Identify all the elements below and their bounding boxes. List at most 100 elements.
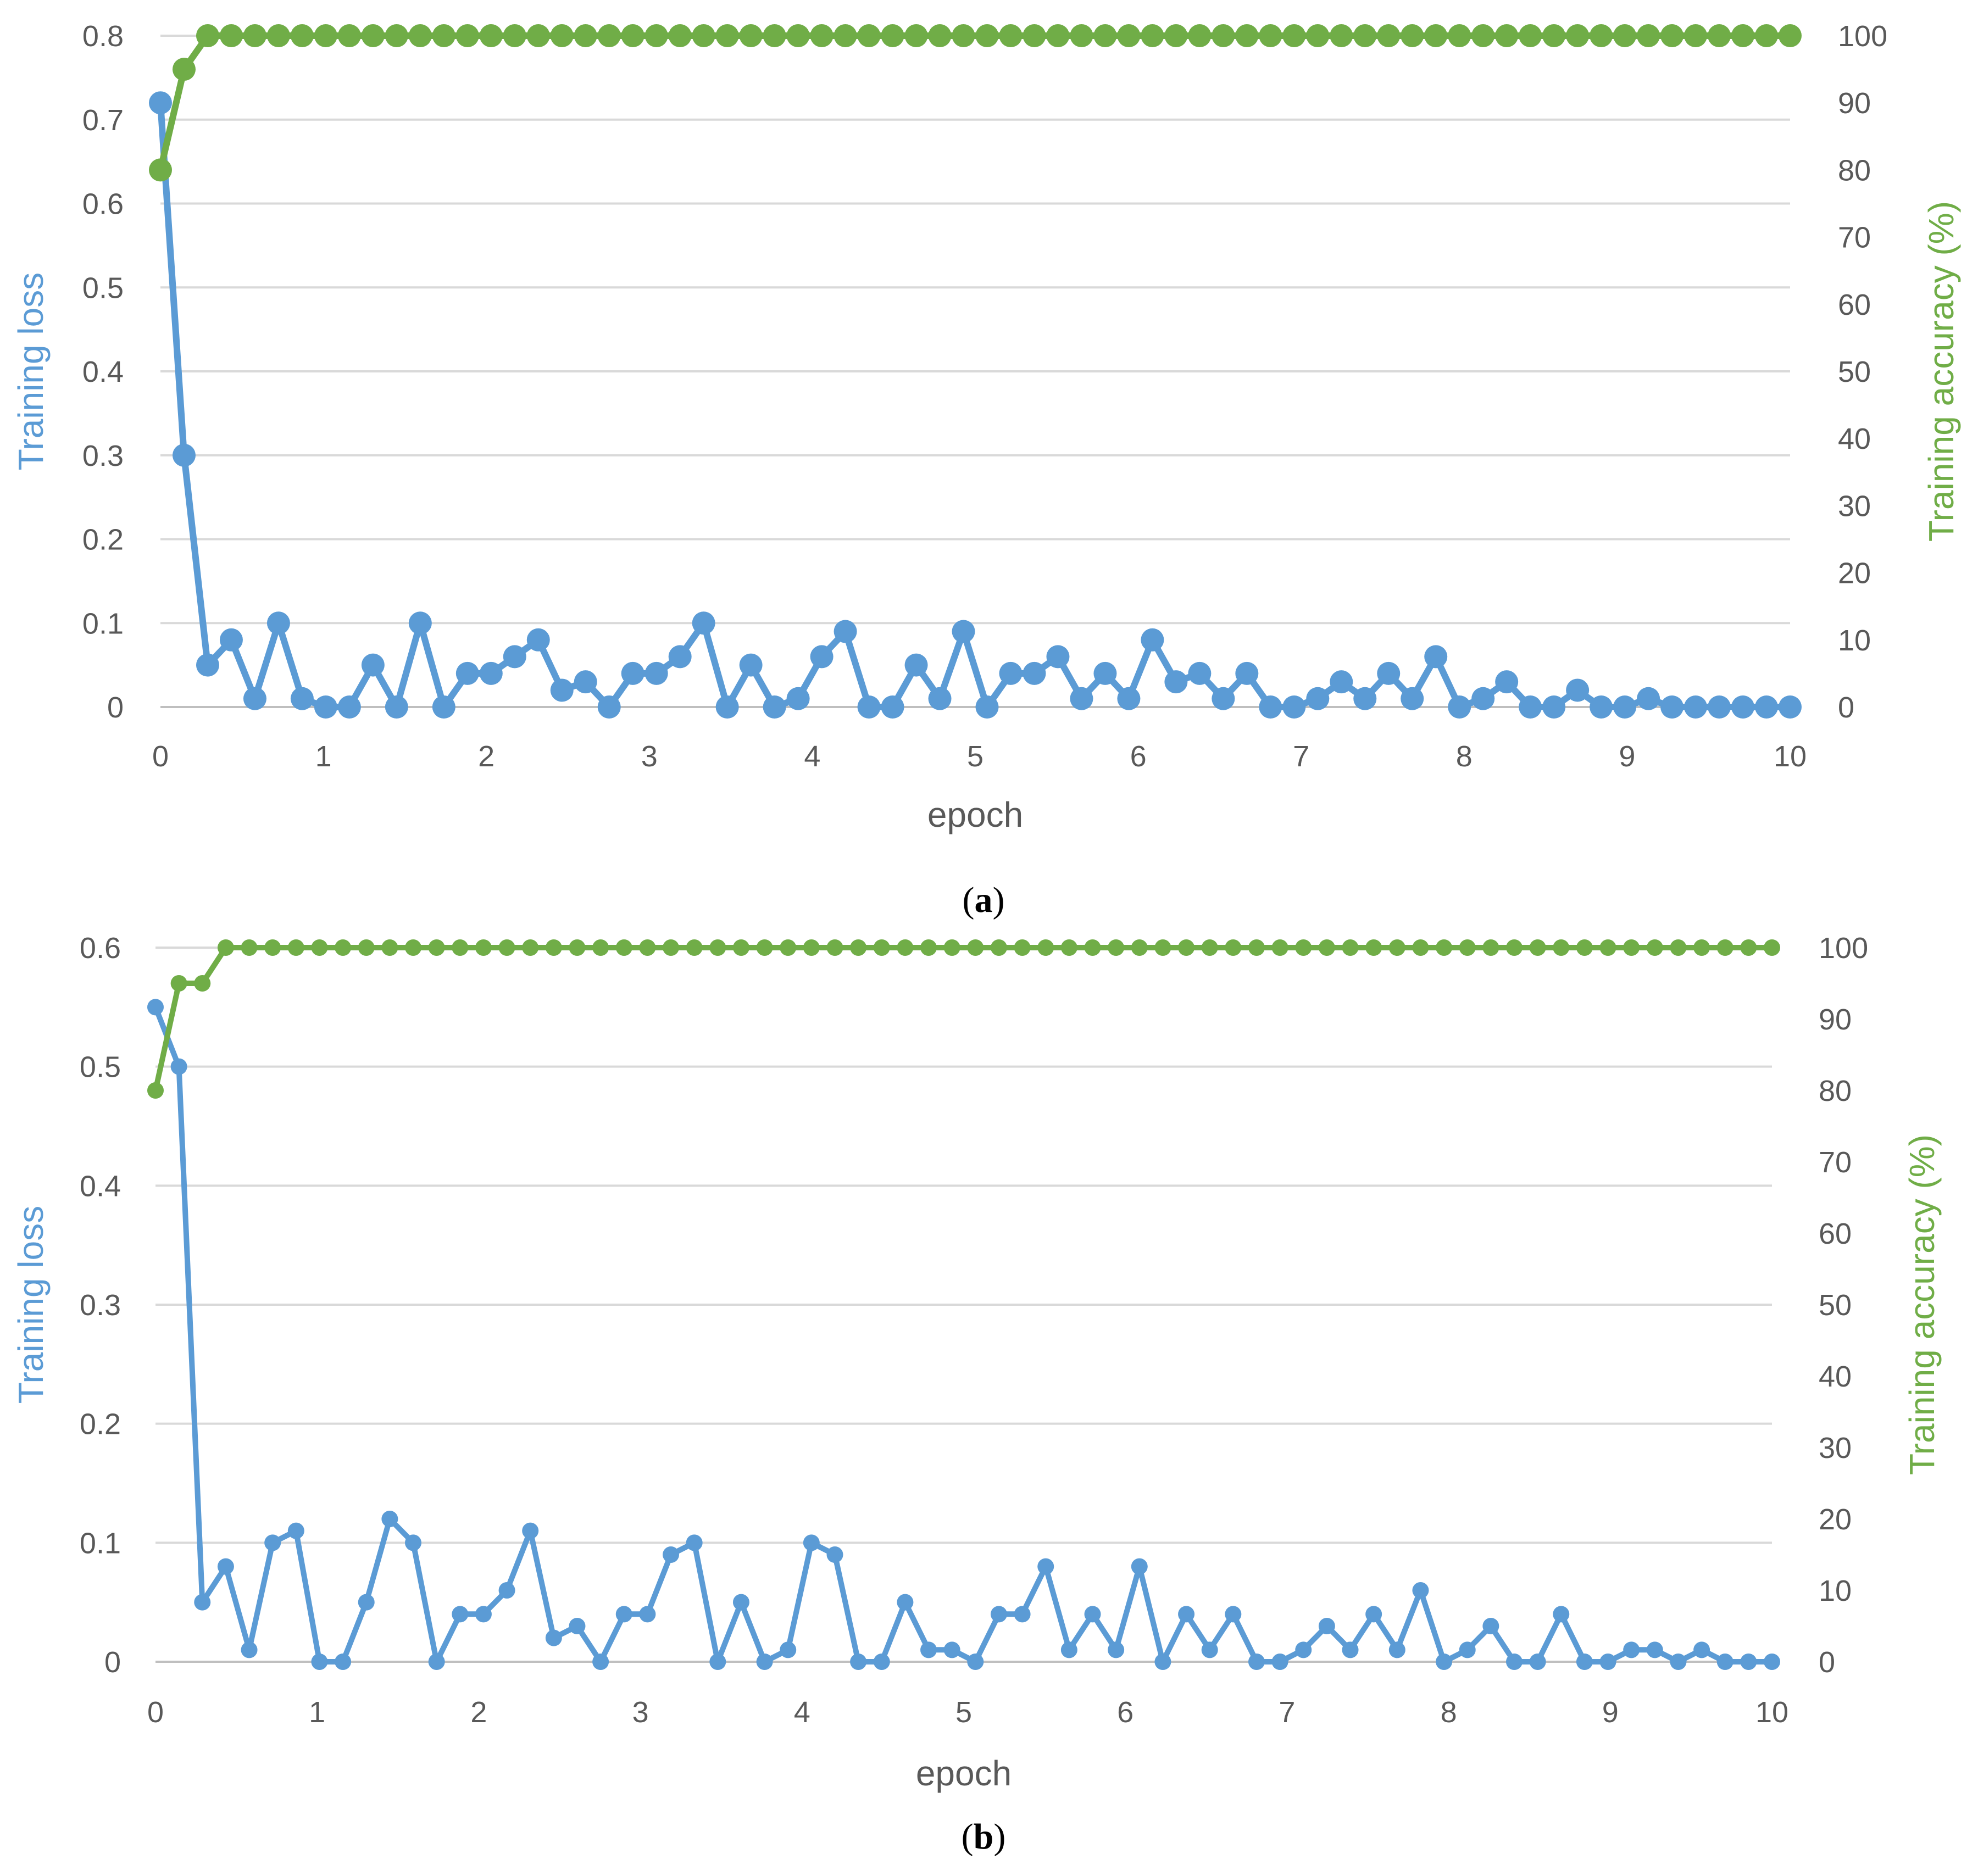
accuracy-series-line bbox=[157, 32, 1790, 171]
loss-data-point bbox=[1330, 670, 1353, 694]
loss-data-point bbox=[358, 1594, 375, 1611]
accuracy-data-point bbox=[475, 939, 492, 956]
loss-data-point bbox=[1295, 1641, 1312, 1658]
x-axis-title: epoch bbox=[916, 1753, 1012, 1793]
loss-data-point bbox=[172, 443, 196, 467]
accuracy-data-point bbox=[1590, 24, 1613, 47]
y2-tick-label: 80 bbox=[1838, 154, 1871, 187]
accuracy-data-point bbox=[569, 939, 586, 956]
loss-data-point bbox=[904, 653, 928, 677]
accuracy-data-point bbox=[1755, 24, 1779, 47]
loss-data-point bbox=[147, 999, 164, 1016]
loss-data-point bbox=[715, 695, 739, 719]
accuracy-data-point bbox=[1353, 24, 1377, 47]
accuracy-data-point bbox=[1495, 24, 1519, 47]
loss-data-point bbox=[574, 670, 597, 694]
loss-data-point bbox=[335, 1654, 352, 1670]
accuracy-data-point bbox=[147, 1082, 164, 1099]
loss-data-point bbox=[873, 1654, 890, 1670]
accuracy-data-point bbox=[503, 24, 526, 47]
accuracy-data-point bbox=[952, 24, 975, 47]
x-tick-label: 8 bbox=[1441, 1696, 1457, 1729]
accuracy-data-point bbox=[170, 975, 187, 992]
loss-data-point bbox=[780, 1641, 797, 1658]
loss-data-point bbox=[999, 661, 1023, 685]
loss-data-point bbox=[1388, 1641, 1405, 1658]
loss-data-point bbox=[385, 695, 408, 719]
accuracy-data-point bbox=[264, 939, 281, 956]
accuracy-data-point bbox=[1708, 24, 1731, 47]
loss-data-point bbox=[1693, 1641, 1710, 1658]
loss-data-point bbox=[1282, 695, 1306, 719]
accuracy-data-point bbox=[1553, 939, 1570, 956]
accuracy-data-point bbox=[756, 939, 773, 956]
loss-data-point bbox=[1365, 1606, 1382, 1623]
accuracy-data-point bbox=[1093, 24, 1117, 47]
loss-data-point bbox=[967, 1654, 984, 1670]
loss-data-point bbox=[1505, 1654, 1523, 1670]
loss-data-point bbox=[1412, 1582, 1429, 1599]
y2-tick-label: 10 bbox=[1819, 1574, 1852, 1607]
accuracy-data-point bbox=[1154, 939, 1171, 956]
y2-tick-label: 30 bbox=[1819, 1432, 1852, 1465]
loss-data-point bbox=[432, 695, 455, 719]
loss-data-point bbox=[1318, 1618, 1335, 1634]
y-tick-label: 0.6 bbox=[82, 188, 124, 221]
loss-data-point bbox=[1495, 670, 1519, 694]
loss-data-point bbox=[1046, 645, 1070, 669]
y-tick-label: 0.7 bbox=[82, 104, 124, 137]
loss-data-point bbox=[243, 687, 266, 710]
loss-data-point bbox=[857, 695, 881, 719]
loss-data-point bbox=[381, 1511, 398, 1527]
loss-data-point bbox=[526, 628, 550, 652]
accuracy-data-point bbox=[337, 24, 361, 47]
accuracy-data-point bbox=[381, 939, 398, 956]
accuracy-data-point bbox=[1482, 939, 1499, 956]
accuracy-data-point bbox=[1235, 24, 1259, 47]
loss-data-point bbox=[1212, 687, 1235, 710]
x-tick-label: 5 bbox=[955, 1696, 972, 1729]
loss-data-point bbox=[1201, 1641, 1218, 1658]
loss-data-point bbox=[503, 645, 526, 669]
y-tick-label: 0.6 bbox=[80, 932, 121, 965]
loss-data-point bbox=[1436, 1654, 1453, 1670]
accuracy-data-point bbox=[1424, 24, 1448, 47]
accuracy-data-point bbox=[574, 24, 597, 47]
accuracy-data-point bbox=[732, 939, 749, 956]
loss-data-point bbox=[732, 1594, 749, 1611]
accuracy-data-point bbox=[1306, 24, 1330, 47]
accuracy-data-point bbox=[686, 939, 703, 956]
accuracy-data-point bbox=[663, 939, 680, 956]
y-axis-title: Training loss bbox=[11, 1206, 51, 1404]
x-tick-label: 5 bbox=[967, 740, 984, 773]
loss-data-point bbox=[1519, 695, 1542, 719]
accuracy-data-point bbox=[361, 24, 385, 47]
x-tick-label: 1 bbox=[309, 1696, 325, 1729]
loss-data-point bbox=[1084, 1606, 1101, 1623]
loss-data-point bbox=[692, 611, 715, 635]
loss-data-point bbox=[990, 1606, 1007, 1623]
accuracy-data-point bbox=[1070, 24, 1093, 47]
accuracy-data-point bbox=[545, 939, 562, 956]
accuracy-data-point bbox=[241, 939, 258, 956]
y2-tick-label: 70 bbox=[1819, 1146, 1852, 1179]
loss-data-point bbox=[1779, 695, 1802, 719]
accuracy-data-point bbox=[1388, 939, 1405, 956]
accuracy-data-point bbox=[897, 939, 914, 956]
accuracy-data-point bbox=[709, 939, 726, 956]
loss-data-point bbox=[1646, 1641, 1663, 1658]
loss-data-point bbox=[668, 645, 692, 669]
loss-data-point bbox=[1401, 687, 1424, 710]
accuracy-data-point bbox=[522, 939, 539, 956]
accuracy-data-point bbox=[1164, 24, 1188, 47]
x-tick-label: 1 bbox=[315, 740, 332, 773]
accuracy-data-point bbox=[1108, 939, 1125, 956]
accuracy-data-point bbox=[715, 24, 739, 47]
accuracy-data-point bbox=[1271, 939, 1288, 956]
accuracy-data-point bbox=[1436, 939, 1453, 956]
accuracy-data-point bbox=[1660, 24, 1684, 47]
y-tick-label: 0.2 bbox=[80, 1408, 121, 1441]
loss-data-point bbox=[644, 661, 668, 685]
loss-data-point bbox=[550, 678, 574, 702]
loss-data-point bbox=[1306, 687, 1330, 710]
